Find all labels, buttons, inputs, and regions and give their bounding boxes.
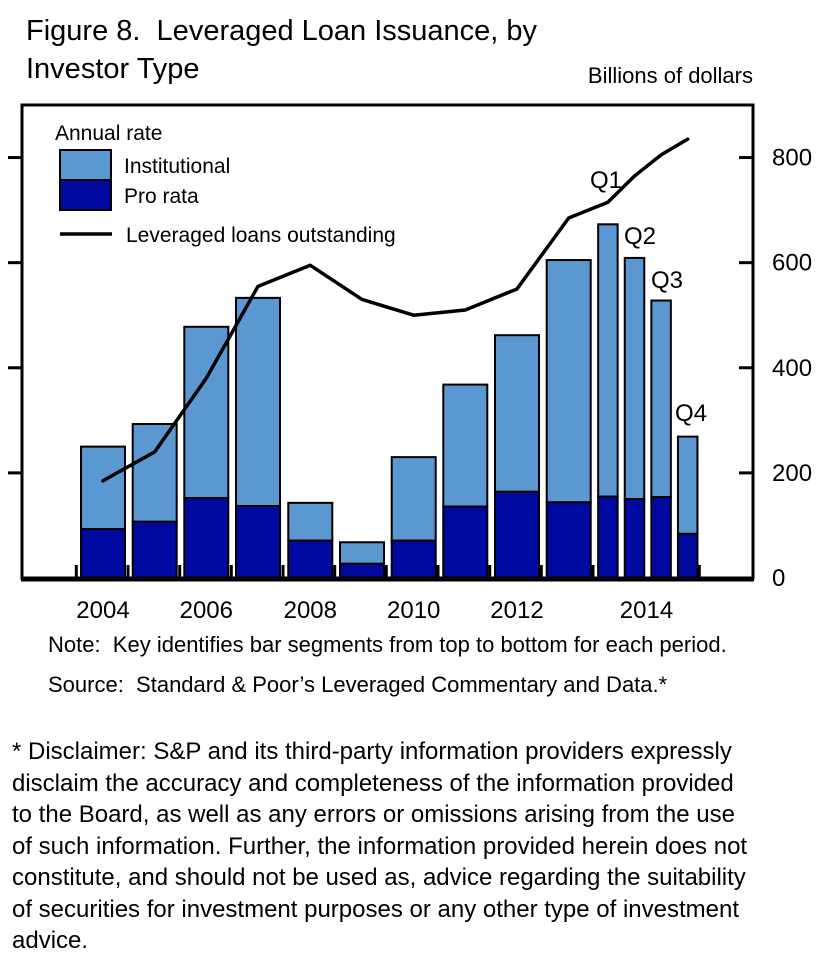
bar-segment-institutional-2013 <box>545 259 592 504</box>
chart-notes: Note: Key identifies bar segments from t… <box>12 629 738 700</box>
bar-segment-pro-rata-2006 <box>183 497 230 580</box>
legend-label-pro-rata: Pro rata <box>124 185 199 208</box>
bar-segment-institutional-2007 <box>235 296 281 507</box>
x-tick-label-2008: 2008 <box>284 597 337 624</box>
annotation-q1: Q1 <box>590 167 622 194</box>
bar-segment-institutional-2005 <box>131 423 178 523</box>
bar-segment-pro-rata-2014 Q2 <box>623 498 646 579</box>
bar-segment-pro-rata-2010 <box>390 539 437 579</box>
bar-segment-pro-rata-2014 Q3 <box>650 496 672 580</box>
bar-segment-pro-rata-2012 <box>494 490 540 580</box>
disclaimer-text: * Disclaimer: S&P and its third-party in… <box>12 738 748 954</box>
y-tick-label-600: 600 <box>772 250 812 277</box>
bar-segment-pro-rata-2011 <box>442 505 489 579</box>
bar-segment-pro-rata-2007 <box>235 504 281 580</box>
bar-segment-institutional-2014 Q1 <box>597 223 619 498</box>
bar-segment-pro-rata-2005 <box>131 520 178 580</box>
x-tick-label-2012: 2012 <box>490 597 543 624</box>
bar-segment-institutional-2009 <box>339 541 385 565</box>
y-tick-label-400: 400 <box>772 355 812 382</box>
y-axis-units-label: Billions of dollars <box>587 63 753 88</box>
bar-segment-pro-rata-2008 <box>287 539 334 579</box>
bar-segment-institutional-2004 <box>80 445 126 531</box>
x-tick-label-2014: 2014 <box>620 597 673 624</box>
legend-label-outstanding: Leveraged loans outstanding <box>126 224 396 247</box>
annotation-q4: Q4 <box>675 400 707 427</box>
bar-segment-institutional-2012 <box>494 334 540 493</box>
legend-swatch-pro-rata <box>59 179 112 211</box>
annotation-q2: Q2 <box>624 223 656 250</box>
legend-heading: Annual rate <box>55 122 162 145</box>
bar-segment-institutional-2010 <box>390 456 437 542</box>
leveraged-loans-outstanding-line <box>101 137 690 483</box>
legend-swatch-institutional <box>59 149 112 181</box>
bar-segment-institutional-2014 Q4 <box>676 435 699 535</box>
bar-segment-institutional-2008 <box>287 501 334 542</box>
bar-segment-institutional-2014 Q2 <box>623 256 646 501</box>
legend: Annual rate Institutional Pro rata Lever… <box>55 122 396 247</box>
x-tick-label-2006: 2006 <box>180 597 233 624</box>
figure-title: Figure 8. Leveraged Loan Issuance, by Inv… <box>26 12 537 88</box>
figure-title-line2: Investor Type <box>26 53 200 85</box>
y-tick-label-800: 800 <box>772 145 812 172</box>
bar-segment-institutional-2014 Q3 <box>650 299 672 499</box>
x-tick-label-2010: 2010 <box>387 597 440 624</box>
bar-segment-institutional-2011 <box>442 383 489 508</box>
annotation-q3: Q3 <box>651 267 683 294</box>
bar-segment-pro-rata-2014 Q4 <box>676 532 699 579</box>
y-tick-label-200: 200 <box>772 460 812 487</box>
note-text: Note: Key identifies bar segments from t… <box>48 632 727 657</box>
legend-label-institutional: Institutional <box>124 155 230 178</box>
bar-segment-pro-rata-2014 Q1 <box>597 495 619 579</box>
x-tick-label-2004: 2004 <box>76 597 129 624</box>
bar-segment-pro-rata-2004 <box>80 528 126 580</box>
y-tick-label-0: 0 <box>772 565 785 592</box>
bar-segment-pro-rata-2009 <box>339 562 385 579</box>
source-text: Source: Standard & Poor’s Leveraged Comm… <box>48 672 668 697</box>
figure-title-line1: Figure 8. Leveraged Loan Issuance, by <box>26 15 538 47</box>
bar-segment-pro-rata-2013 <box>545 501 592 580</box>
